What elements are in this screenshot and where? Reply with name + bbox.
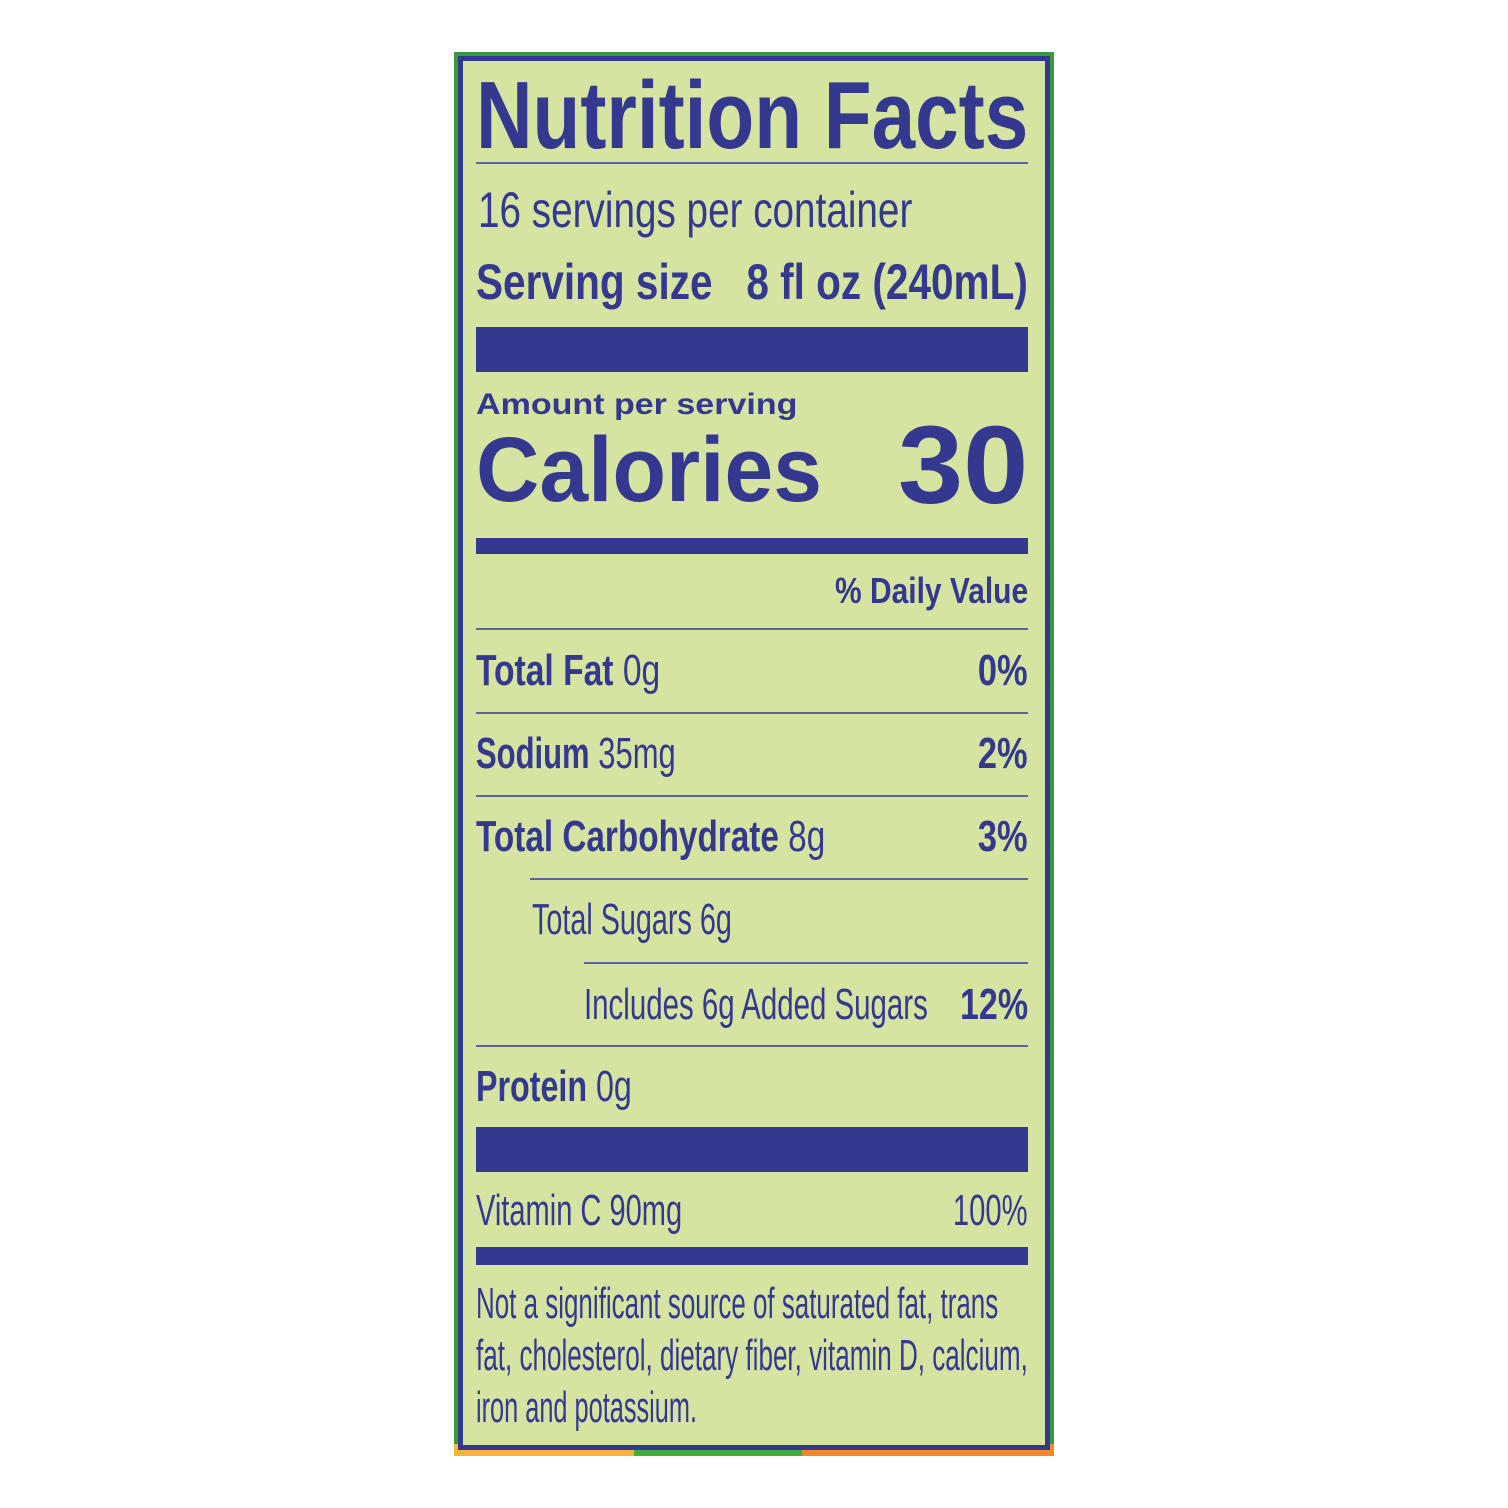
- dv-sodium: 2%: [978, 729, 1028, 778]
- divider: [584, 962, 1028, 964]
- divider: [476, 795, 1028, 797]
- nutrient-row-total-sugars: Total Sugars 6g: [532, 895, 732, 944]
- calories-label: Calories: [476, 419, 823, 521]
- dv-total-carbohydrate: 3%: [978, 812, 1028, 861]
- calories-value: 30: [897, 404, 1028, 527]
- footnote-line: Not a significant source of saturated fa…: [476, 1279, 999, 1328]
- divider: [476, 1045, 1028, 1047]
- medium-bar: [476, 1247, 1028, 1265]
- divider: [476, 712, 1028, 714]
- divider: [476, 162, 1028, 164]
- vitamin-row-vitamin-c: Vitamin C 90mg: [476, 1186, 683, 1235]
- nutrient-row-added-sugars: Includes 6g Added Sugars: [584, 980, 928, 1029]
- panel-title: Nutrition Facts: [476, 62, 1029, 169]
- nutrient-row-total-carbohydrate: Total Carbohydrate 8g: [476, 812, 826, 861]
- serving-size: Serving size 8 fl oz (240mL): [476, 254, 1028, 310]
- footnote-line: iron and potassium.: [476, 1383, 697, 1432]
- medium-bar: [476, 538, 1028, 554]
- nutrient-row-total-fat: Total Fat 0g: [476, 646, 661, 695]
- thick-bar: [476, 1127, 1028, 1172]
- thick-bar: [476, 327, 1028, 372]
- nutrient-row-sodium: Sodium 35mg: [476, 729, 676, 778]
- amount-per-serving: Amount per serving: [476, 388, 798, 421]
- dv-total-fat: 0%: [978, 646, 1028, 695]
- footnote-line: fat, cholesterol, dietary fiber, vitamin…: [476, 1331, 1028, 1380]
- nutrient-row-protein: Protein 0g: [476, 1062, 632, 1111]
- divider: [530, 878, 1028, 880]
- servings-per-container: 16 servings per container: [478, 182, 913, 238]
- dv-added-sugars: 12%: [959, 980, 1028, 1029]
- daily-value-header: % Daily Value: [834, 570, 1028, 611]
- dv-vitamin-c: 100%: [953, 1186, 1028, 1235]
- divider: [476, 628, 1028, 630]
- nutrition-facts-panel: [458, 56, 1050, 1450]
